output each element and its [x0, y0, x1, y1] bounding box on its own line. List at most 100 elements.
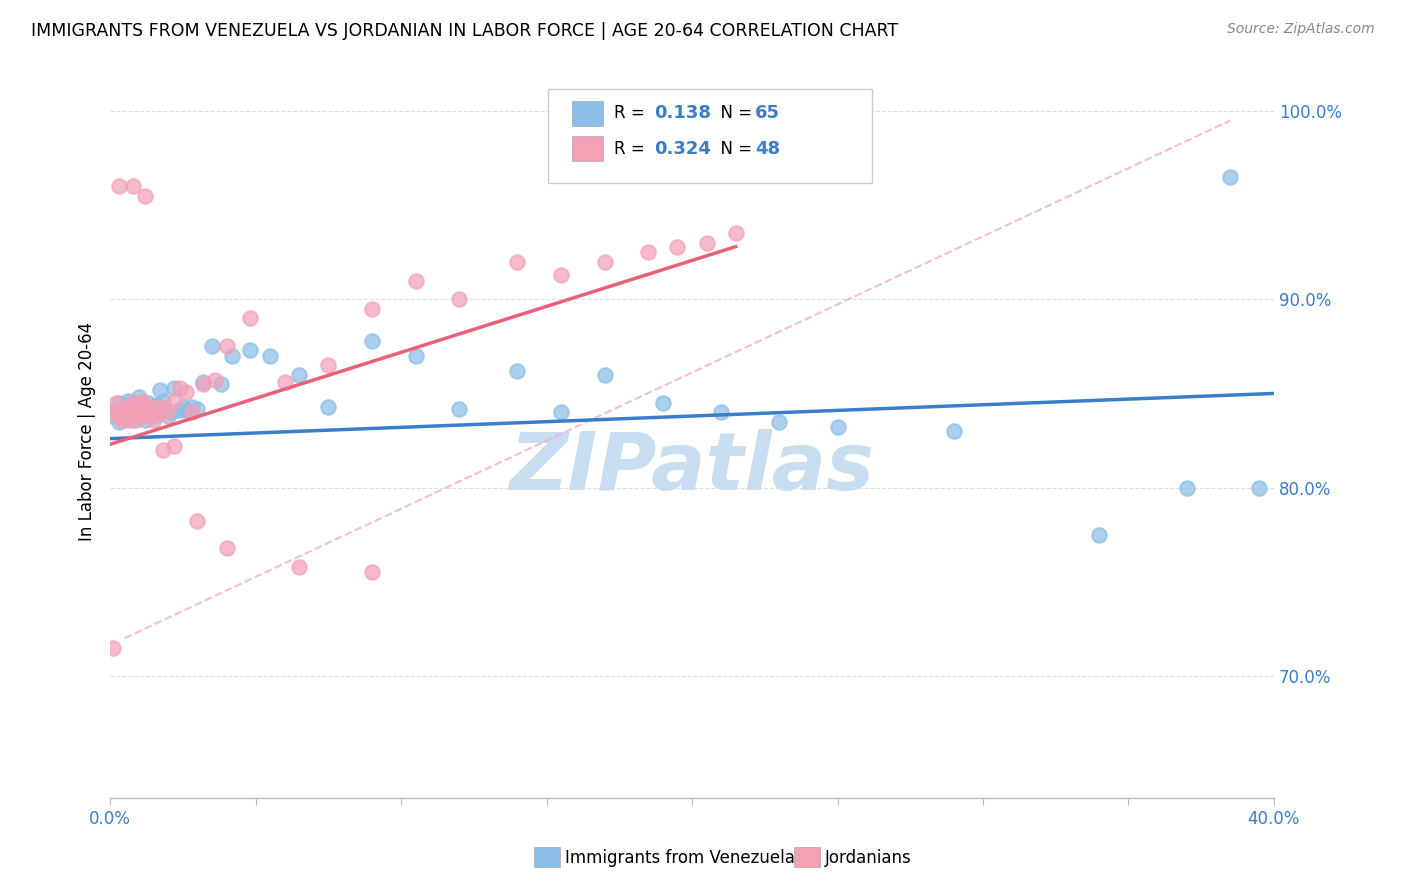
Text: Source: ZipAtlas.com: Source: ZipAtlas.com	[1227, 22, 1375, 37]
Point	[128, 407, 150, 421]
Point	[149, 405, 172, 419]
Point	[117, 413, 139, 427]
Point	[114, 400, 136, 414]
Point	[128, 390, 150, 404]
Point	[652, 396, 675, 410]
Text: Jordanians: Jordanians	[825, 849, 912, 867]
Point	[125, 400, 148, 414]
Point	[101, 640, 124, 655]
Text: 48: 48	[755, 140, 780, 158]
Point	[125, 403, 148, 417]
Point	[122, 405, 145, 419]
Point	[201, 339, 224, 353]
Point	[157, 405, 180, 419]
Point	[288, 368, 311, 382]
Text: 65: 65	[755, 104, 780, 122]
Point	[221, 349, 243, 363]
Point	[136, 403, 159, 417]
Point	[593, 368, 616, 382]
Point	[136, 396, 159, 410]
Point	[145, 398, 167, 412]
Point	[128, 398, 150, 412]
Point	[122, 400, 145, 414]
Point	[174, 384, 197, 399]
Point	[1219, 169, 1241, 184]
Point	[111, 401, 134, 416]
Point	[101, 405, 124, 419]
Point	[186, 515, 208, 529]
Point	[142, 409, 165, 423]
Point	[155, 403, 177, 417]
Point	[405, 349, 427, 363]
Point	[104, 396, 127, 410]
Point	[193, 377, 215, 392]
Point	[122, 413, 145, 427]
Point	[114, 405, 136, 419]
Text: R =: R =	[614, 104, 651, 122]
Point	[361, 566, 384, 580]
Point	[186, 401, 208, 416]
Point	[724, 227, 747, 241]
Point	[710, 405, 733, 419]
Point	[163, 439, 186, 453]
Point	[120, 405, 142, 419]
Point	[108, 415, 131, 429]
Point	[288, 559, 311, 574]
Point	[108, 405, 131, 419]
Point	[145, 405, 167, 419]
Point	[108, 409, 131, 423]
Point	[120, 407, 142, 421]
Point	[134, 409, 156, 423]
Point	[117, 409, 139, 423]
Point	[157, 409, 180, 423]
Point	[180, 405, 202, 419]
Point	[114, 405, 136, 419]
Point	[318, 358, 340, 372]
Text: 0.138: 0.138	[654, 104, 711, 122]
Point	[122, 396, 145, 410]
Point	[139, 405, 162, 419]
Point	[163, 394, 186, 409]
Point	[152, 442, 174, 457]
Point	[149, 383, 172, 397]
Point	[120, 409, 142, 423]
Point	[696, 235, 718, 250]
Point	[1249, 481, 1271, 495]
Point	[506, 254, 529, 268]
Point	[111, 413, 134, 427]
Point	[215, 541, 238, 555]
Point	[174, 403, 197, 417]
Point	[108, 396, 131, 410]
Point	[827, 420, 849, 434]
Text: N =: N =	[710, 104, 758, 122]
Point	[1088, 527, 1111, 541]
Point	[942, 424, 965, 438]
Point	[136, 400, 159, 414]
Point	[259, 349, 281, 363]
Point	[104, 405, 127, 419]
Point	[131, 400, 153, 414]
Point	[169, 381, 191, 395]
Point	[152, 394, 174, 409]
Point	[142, 400, 165, 414]
Text: N =: N =	[710, 140, 758, 158]
Point	[449, 401, 471, 416]
Text: IMMIGRANTS FROM VENEZUELA VS JORDANIAN IN LABOR FORCE | AGE 20-64 CORRELATION CH: IMMIGRANTS FROM VENEZUELA VS JORDANIAN I…	[31, 22, 898, 40]
Y-axis label: In Labor Force | Age 20-64: In Labor Force | Age 20-64	[79, 321, 96, 541]
Point	[666, 239, 689, 253]
Point	[128, 400, 150, 414]
Point	[139, 405, 162, 419]
Point	[163, 381, 186, 395]
Point	[128, 405, 150, 419]
Text: R =: R =	[614, 140, 651, 158]
Text: ZIPatlas: ZIPatlas	[509, 429, 875, 507]
Text: Immigrants from Venezuela: Immigrants from Venezuela	[565, 849, 794, 867]
Point	[117, 400, 139, 414]
Point	[114, 401, 136, 416]
Point	[131, 394, 153, 409]
Point	[193, 375, 215, 389]
Point	[122, 179, 145, 194]
Point	[131, 400, 153, 414]
Point	[449, 293, 471, 307]
Point	[134, 189, 156, 203]
